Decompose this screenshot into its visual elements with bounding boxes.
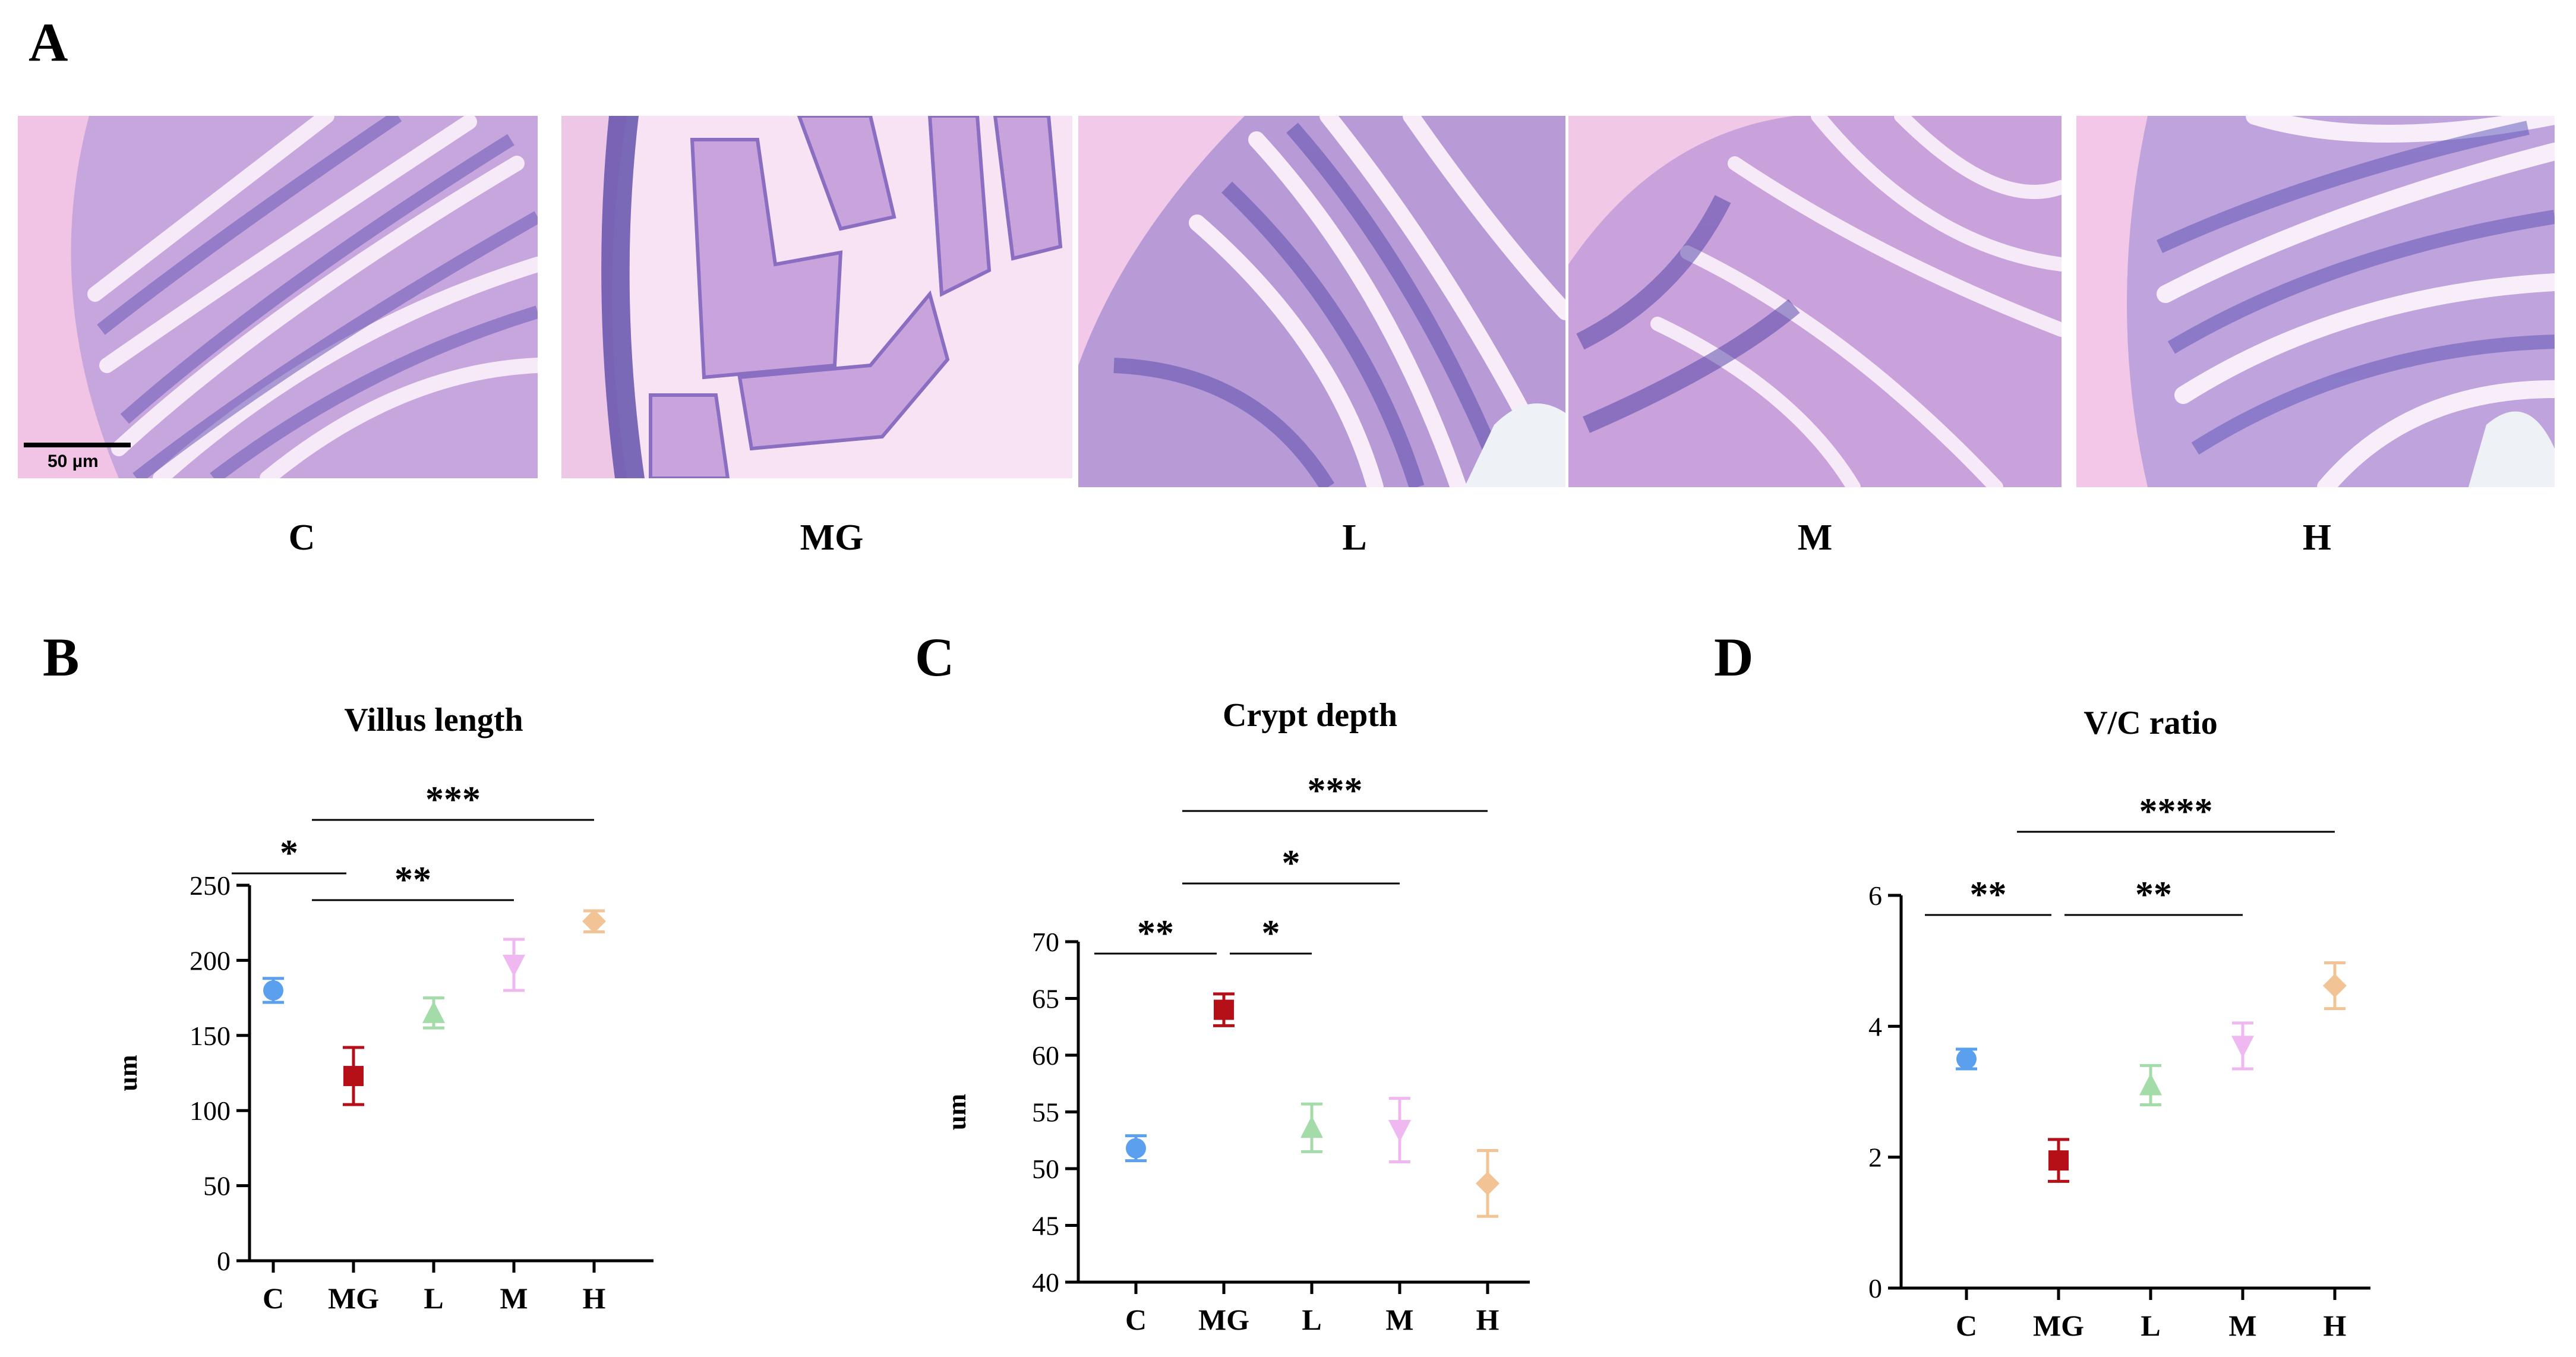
micrograph-label-m: M bbox=[1797, 517, 1833, 558]
micrograph-label-mg: MG bbox=[800, 517, 864, 558]
data-point-h bbox=[1476, 1171, 1499, 1195]
micrograph-l bbox=[1078, 116, 1565, 487]
micrograph-l-image bbox=[1078, 116, 1565, 487]
y-tick-label: 200 bbox=[190, 945, 231, 976]
y-axis-label: um bbox=[942, 1094, 971, 1130]
chart-title: Villus length bbox=[344, 702, 523, 739]
y-tick-label: 55 bbox=[1032, 1097, 1059, 1128]
data-point-mg bbox=[343, 1066, 364, 1087]
significance-label: *** bbox=[425, 780, 481, 820]
data-point-l bbox=[1300, 1116, 1323, 1138]
micrograph-c bbox=[18, 116, 538, 478]
y-tick-label: 70 bbox=[1032, 927, 1059, 957]
x-tick-label: M bbox=[1385, 1303, 1413, 1336]
y-tick-label: 50 bbox=[203, 1171, 231, 1201]
micrograph-m-image bbox=[1568, 116, 2062, 487]
micrograph-label-h: H bbox=[2302, 517, 2332, 558]
x-tick-label: M bbox=[2228, 1309, 2256, 1342]
significance-label: *** bbox=[1308, 771, 1363, 811]
x-tick-label: H bbox=[583, 1282, 606, 1315]
significance-label: ** bbox=[1970, 875, 2007, 915]
x-tick-label: MG bbox=[2033, 1309, 2084, 1342]
x-tick-label: M bbox=[500, 1282, 528, 1315]
data-point-c bbox=[1956, 1049, 1977, 1069]
data-point-mg bbox=[1214, 999, 1234, 1020]
panel-letter-a: A bbox=[29, 12, 68, 72]
data-point-mg bbox=[2048, 1150, 2069, 1171]
data-point-m bbox=[503, 954, 525, 977]
chart-title: V/C ratio bbox=[2083, 705, 2218, 741]
x-tick-label: H bbox=[1476, 1303, 1499, 1336]
data-point-h bbox=[582, 909, 606, 933]
significance-label: ** bbox=[1137, 913, 1174, 954]
micrograph-mg-image bbox=[561, 116, 1072, 478]
x-tick-label: L bbox=[1302, 1303, 1321, 1336]
significance-label: **** bbox=[2139, 791, 2213, 832]
data-point-m bbox=[1388, 1120, 1411, 1143]
data-point-c bbox=[263, 980, 283, 1001]
data-point-m bbox=[2231, 1036, 2254, 1058]
data-point-c bbox=[1126, 1138, 1146, 1159]
x-tick-label: MG bbox=[1198, 1303, 1249, 1336]
y-tick-label: 150 bbox=[190, 1021, 231, 1051]
y-tick-label: 100 bbox=[190, 1096, 231, 1126]
y-tick-label: 45 bbox=[1032, 1211, 1059, 1241]
x-tick-label: C bbox=[1125, 1303, 1147, 1336]
y-tick-label: 40 bbox=[1032, 1267, 1059, 1298]
x-tick-label: C bbox=[1956, 1309, 1977, 1342]
x-tick-label: C bbox=[263, 1282, 284, 1315]
y-tick-label: 2 bbox=[1868, 1143, 1882, 1173]
panel-letter-b: B bbox=[43, 627, 80, 687]
y-tick-label: 0 bbox=[1868, 1273, 1882, 1304]
significance-label: * bbox=[1262, 913, 1280, 954]
x-tick-label: H bbox=[2324, 1309, 2347, 1342]
x-tick-label: MG bbox=[328, 1282, 379, 1315]
x-tick-label: L bbox=[2141, 1309, 2160, 1342]
data-point-l bbox=[2139, 1073, 2162, 1096]
panel-letter-d: D bbox=[1714, 627, 1754, 687]
y-tick-label: 50 bbox=[1032, 1154, 1059, 1184]
y-tick-label: 6 bbox=[1868, 881, 1882, 911]
scale-bar bbox=[24, 443, 131, 447]
panel-letter-c: C bbox=[915, 627, 955, 687]
x-tick-label: L bbox=[424, 1282, 443, 1315]
y-tick-label: 4 bbox=[1868, 1011, 1882, 1042]
significance-label: ** bbox=[2135, 875, 2172, 915]
micrograph-mg bbox=[561, 116, 1072, 478]
micrograph-h bbox=[2076, 116, 2555, 487]
y-tick-label: 60 bbox=[1032, 1040, 1059, 1071]
significance-label: ** bbox=[394, 860, 431, 900]
y-axis-label: um bbox=[113, 1055, 143, 1091]
data-point-l bbox=[422, 1001, 445, 1023]
y-tick-label: 0 bbox=[217, 1246, 231, 1276]
micrograph-h-image bbox=[2076, 116, 2555, 487]
significance-label: * bbox=[280, 833, 298, 873]
micrograph-c-image bbox=[18, 116, 538, 478]
data-point-h bbox=[2323, 974, 2347, 998]
micrograph-label-c: C bbox=[288, 517, 315, 558]
chart-title: Crypt depth bbox=[1223, 697, 1397, 734]
y-tick-label: 250 bbox=[190, 870, 231, 901]
scale-bar-label: 50 µm bbox=[48, 452, 99, 471]
y-tick-label: 65 bbox=[1032, 984, 1059, 1014]
significance-label: * bbox=[1282, 843, 1300, 883]
micrograph-m bbox=[1568, 116, 2062, 487]
micrograph-label-l: L bbox=[1342, 517, 1367, 558]
